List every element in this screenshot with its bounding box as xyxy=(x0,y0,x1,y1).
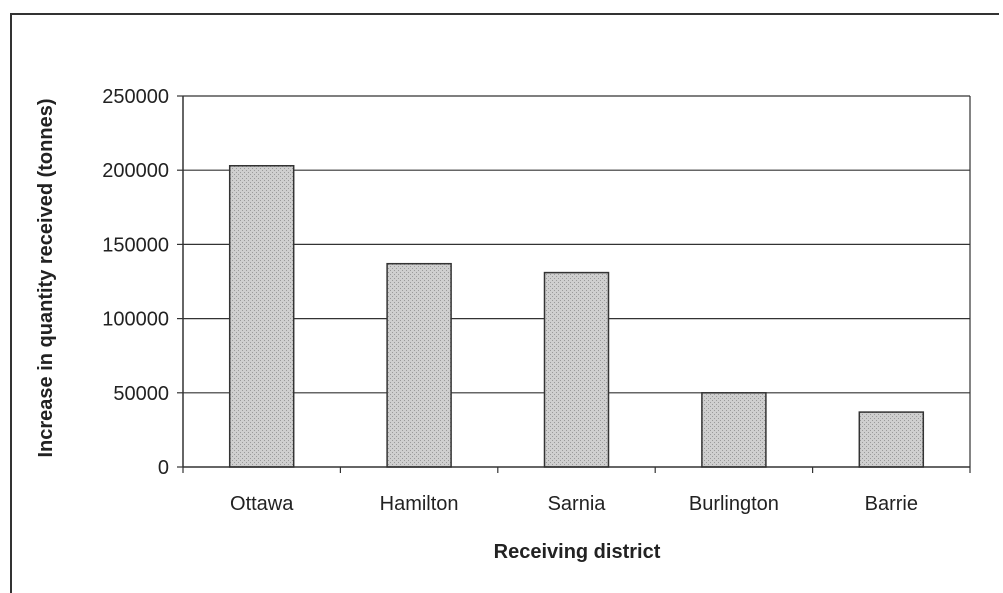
bars xyxy=(228,164,925,468)
bar-hamilton xyxy=(386,262,452,468)
y-tick-label: 100000 xyxy=(102,309,169,331)
x-tick-label: Burlington xyxy=(689,493,779,515)
y-tick-label: 200000 xyxy=(102,160,169,182)
y-tick-label: 0 xyxy=(158,457,169,479)
bar-sarnia xyxy=(543,271,610,468)
x-tick-label: Barrie xyxy=(865,493,918,515)
x-tick-labels: Ottawa Hamilton Sarnia Burlington Barrie xyxy=(230,493,918,515)
y-tick-label: 250000 xyxy=(102,86,169,108)
axes xyxy=(177,95,971,473)
bar-burlington xyxy=(701,392,767,468)
bar-ottawa xyxy=(228,164,295,468)
y-tick-label: 150000 xyxy=(102,234,169,256)
x-tick-label: Sarnia xyxy=(548,493,607,515)
y-tick-labels: 0 50000 100000 150000 200000 250000 xyxy=(102,86,169,479)
x-axis-title: Receiving district xyxy=(494,541,661,563)
x-tick-label: Ottawa xyxy=(230,493,294,515)
x-tick-label: Hamilton xyxy=(380,493,459,515)
y-axis-title: Increase in quantity received (tonnes) xyxy=(35,99,57,458)
bar-barrie xyxy=(858,411,925,468)
y-tick-label: 50000 xyxy=(113,383,169,405)
